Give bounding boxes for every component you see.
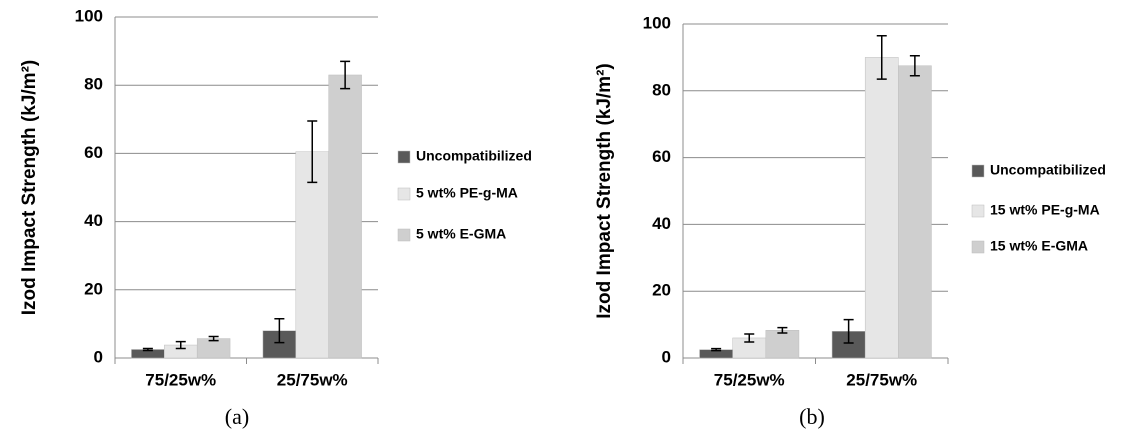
y-tick-label: 20 (84, 279, 103, 298)
legend-label: 15 wt% E-GMA (990, 238, 1088, 254)
legend-label: 5 wt% E-GMA (416, 226, 506, 242)
bar (765, 330, 800, 359)
x-tick-label: 75/25w% (714, 370, 785, 389)
y-tick-label: 0 (662, 347, 671, 366)
y-axis-label: Izod Impact Strength (kJ/m²) (594, 63, 615, 318)
error-bar (274, 318, 285, 344)
bar (328, 74, 362, 359)
error-bar (744, 333, 755, 343)
y-tick-label: 60 (652, 147, 671, 166)
bar (196, 338, 231, 359)
error-bar (711, 347, 722, 352)
error-bar (175, 340, 186, 350)
legend-swatch (397, 187, 411, 201)
legend-label: 15 wt% PE-g-MA (990, 202, 1100, 218)
legend-swatch (397, 150, 411, 164)
error-bar (340, 60, 351, 90)
panel-caption: (b) (799, 404, 825, 429)
y-tick-label: 100 (75, 6, 103, 25)
legend-swatch (971, 164, 985, 178)
y-tick-label: 40 (652, 214, 671, 233)
x-tick-label: 75/25w% (145, 370, 216, 389)
legend-swatch (971, 204, 985, 218)
bar (898, 65, 932, 359)
error-bar (142, 347, 153, 352)
legend-label: 5 wt% PE-g-MA (416, 185, 518, 201)
bar (295, 151, 329, 359)
y-tick-label: 80 (652, 80, 671, 99)
y-tick-label: 0 (94, 347, 103, 366)
legend-label: Uncompatibilized (990, 162, 1106, 178)
x-tick-label: 25/75w% (846, 370, 917, 389)
error-bar (208, 335, 219, 342)
error-bar (909, 54, 920, 77)
error-bar (307, 120, 318, 184)
x-tick-label: 25/75w% (277, 370, 348, 389)
legend-swatch (971, 240, 985, 254)
y-tick-label: 40 (84, 211, 103, 230)
y-tick-label: 20 (652, 281, 671, 300)
legend-label: Uncompatibilized (416, 148, 532, 164)
y-tick-label: 100 (643, 13, 671, 32)
legend-swatch (397, 228, 411, 242)
panel-caption: (a) (225, 404, 249, 429)
error-bar (876, 34, 887, 80)
y-axis-label: Izod Impact Strength (kJ/m²) (19, 60, 40, 315)
y-tick-label: 60 (84, 143, 103, 162)
bar (864, 57, 899, 359)
error-bar (843, 318, 854, 344)
y-tick-label: 80 (84, 75, 103, 94)
bar (262, 330, 297, 359)
error-bar (777, 326, 788, 334)
